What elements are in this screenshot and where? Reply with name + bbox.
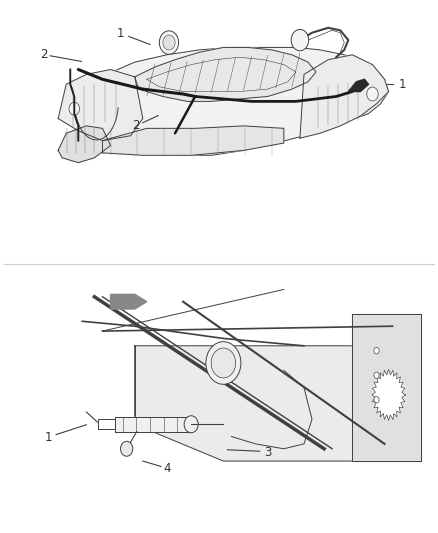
Circle shape [374, 397, 379, 403]
Circle shape [69, 102, 80, 115]
Polygon shape [110, 294, 147, 309]
Circle shape [120, 441, 133, 456]
Circle shape [163, 35, 175, 50]
Polygon shape [352, 314, 421, 461]
Circle shape [367, 87, 378, 101]
Circle shape [374, 372, 379, 378]
Polygon shape [58, 126, 110, 163]
Circle shape [374, 348, 379, 354]
Polygon shape [300, 55, 389, 138]
Text: 1: 1 [44, 431, 52, 444]
Circle shape [184, 416, 198, 433]
Polygon shape [135, 346, 417, 461]
Text: 1: 1 [117, 28, 124, 41]
Polygon shape [372, 369, 406, 421]
Polygon shape [135, 47, 316, 101]
Text: 3: 3 [264, 446, 272, 459]
Polygon shape [99, 419, 115, 429]
Text: 2: 2 [132, 119, 139, 132]
Polygon shape [102, 126, 284, 155]
Text: 4: 4 [163, 463, 171, 475]
Circle shape [206, 342, 241, 384]
Polygon shape [348, 79, 368, 92]
Circle shape [211, 348, 236, 378]
Circle shape [291, 29, 309, 51]
Circle shape [159, 31, 179, 54]
Text: 1: 1 [399, 78, 406, 91]
Polygon shape [62, 47, 389, 155]
Polygon shape [115, 417, 191, 432]
Text: 2: 2 [40, 48, 48, 61]
Polygon shape [58, 69, 143, 141]
